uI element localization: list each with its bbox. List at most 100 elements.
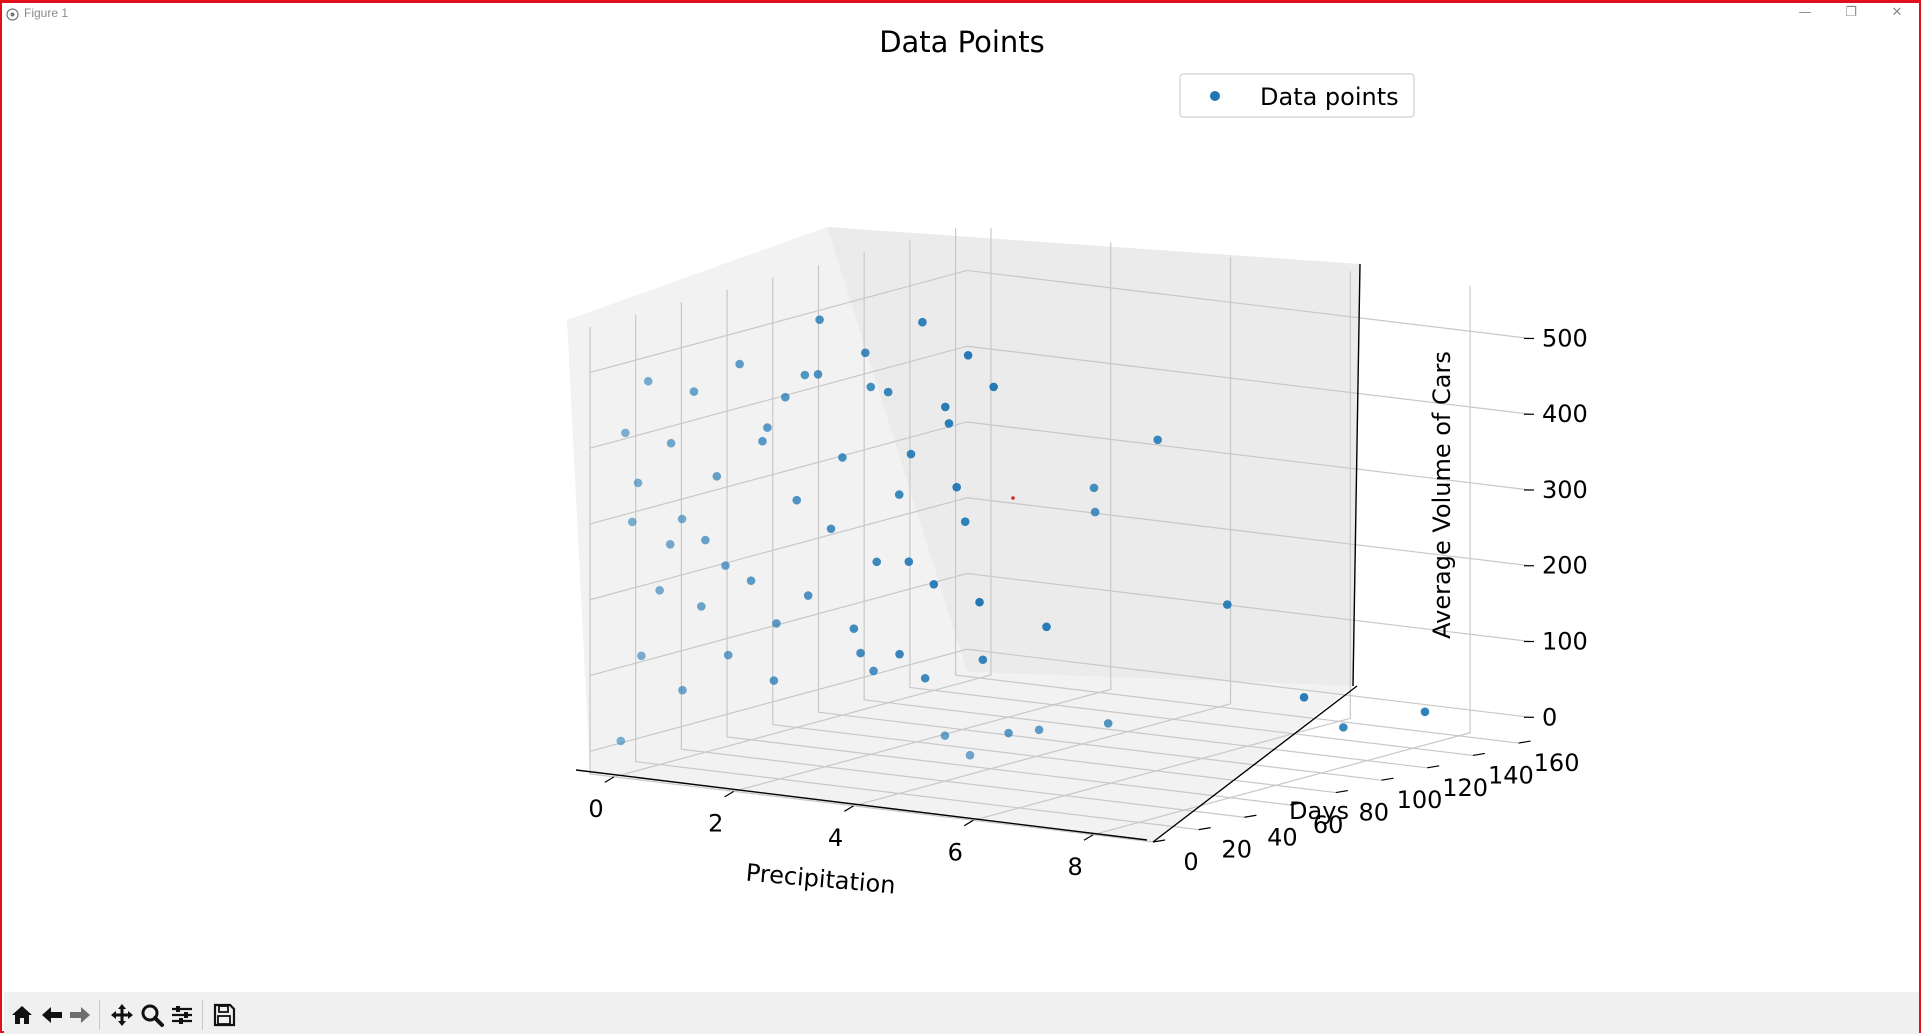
data-point [763, 423, 772, 432]
data-point [758, 436, 767, 446]
y-grid-line [635, 314, 1199, 831]
y-tick-label: 160 [1534, 749, 1580, 777]
data-point [803, 591, 813, 600]
y-axis-line [1152, 685, 1358, 843]
close-icon[interactable]: ✕ [1891, 5, 1903, 20]
highlight-point [1011, 496, 1015, 500]
y-tick-label: 100 [1397, 786, 1443, 814]
y-tick-mark [1472, 752, 1485, 757]
minimize-icon[interactable]: — [1798, 5, 1812, 20]
y-tick-label: 20 [1221, 836, 1252, 864]
data-point [637, 651, 646, 661]
y-tick-mark [1289, 802, 1303, 806]
z-grid-line [589, 269, 1531, 374]
data-point [621, 428, 630, 438]
navigation-toolbar [4, 992, 1919, 1034]
y-grid-line [680, 302, 1245, 818]
data-point [826, 524, 836, 534]
save-icon[interactable] [210, 1001, 238, 1029]
data-point [792, 495, 802, 505]
z-grid-line [589, 572, 1531, 677]
zoom-icon[interactable] [138, 1001, 166, 1029]
pan-icon[interactable] [108, 1001, 136, 1029]
data-point [906, 449, 916, 459]
data-point [895, 649, 904, 659]
y-tick-mark [1381, 777, 1394, 781]
z-tick-label: 100 [1542, 628, 1588, 656]
home-icon[interactable] [8, 1001, 36, 1029]
y-tick-label: 120 [1442, 774, 1488, 802]
maximize-icon[interactable]: ❐ [1845, 5, 1857, 20]
y-tick-mark [1244, 814, 1257, 818]
data-point [697, 602, 706, 611]
y-tick-label: 80 [1359, 799, 1390, 827]
y-tick-mark [1335, 789, 1348, 794]
z-axis-label: Average Volume of Cars [1428, 351, 1456, 639]
toolbar-separator [99, 1000, 100, 1030]
y-tick-mark [1518, 740, 1531, 744]
x-tick-mark [844, 805, 854, 812]
data-point [940, 731, 950, 740]
x-tick-mark [604, 776, 615, 783]
data-point [978, 655, 988, 665]
data-point [963, 350, 973, 360]
x-grid-line [1092, 285, 1471, 836]
configure-subplots-icon[interactable] [168, 1001, 196, 1029]
data-point [712, 472, 722, 481]
z-axis-line [1352, 263, 1361, 687]
data-point [894, 490, 904, 499]
z-grid-line [589, 497, 1531, 601]
data-point [849, 624, 859, 633]
title-bar[interactable]: Figure 1 — ❐ ✕ [2, 3, 1919, 25]
data-point [735, 359, 744, 369]
data-point [769, 676, 779, 685]
y-grid-line [817, 265, 1382, 781]
data-point [1223, 600, 1232, 609]
data-point [1299, 693, 1309, 702]
data-point [781, 392, 790, 402]
data-point [815, 315, 824, 325]
data-point [872, 557, 882, 567]
y-grid-line [589, 327, 1154, 843]
data-point [860, 348, 870, 358]
x-grid-line [853, 256, 1232, 807]
back-arrow-icon[interactable] [38, 1001, 66, 1029]
z-grid-line [589, 421, 1531, 525]
x-tick-label: 0 [588, 795, 603, 823]
data-point [666, 438, 676, 448]
data-point [952, 482, 961, 492]
y-tick-mark [1198, 827, 1211, 831]
chart-title: Data Points [879, 25, 1045, 59]
toolbar-separator [202, 1000, 203, 1030]
x-tick-label: 6 [948, 838, 963, 866]
back-pane [827, 227, 1360, 686]
data-point [677, 514, 687, 524]
data-point [633, 478, 643, 488]
legend-box [1179, 73, 1415, 118]
data-point [965, 750, 975, 760]
y-grid-line [772, 277, 1336, 794]
z-tick-label: 300 [1542, 476, 1588, 504]
data-point [869, 666, 878, 676]
y-tick-label: 60 [1313, 811, 1344, 839]
data-point [960, 517, 970, 526]
y-tick-label: 0 [1183, 848, 1198, 876]
data-point [772, 619, 781, 628]
forward-arrow-icon[interactable] [66, 1001, 94, 1029]
data-point [1004, 728, 1013, 738]
x-tick-label: 4 [828, 824, 843, 852]
x-axis-label: Precipitation [745, 859, 897, 900]
data-point [723, 650, 733, 660]
data-point [866, 382, 876, 392]
y-tick-mark [1427, 765, 1440, 769]
data-point [929, 579, 939, 589]
data-point [940, 402, 950, 412]
left-pane [567, 227, 967, 774]
data-point [1042, 622, 1051, 632]
data-point [883, 387, 893, 397]
data-point [1153, 435, 1162, 445]
y-grid-line [863, 252, 1428, 769]
data-point [701, 535, 710, 545]
